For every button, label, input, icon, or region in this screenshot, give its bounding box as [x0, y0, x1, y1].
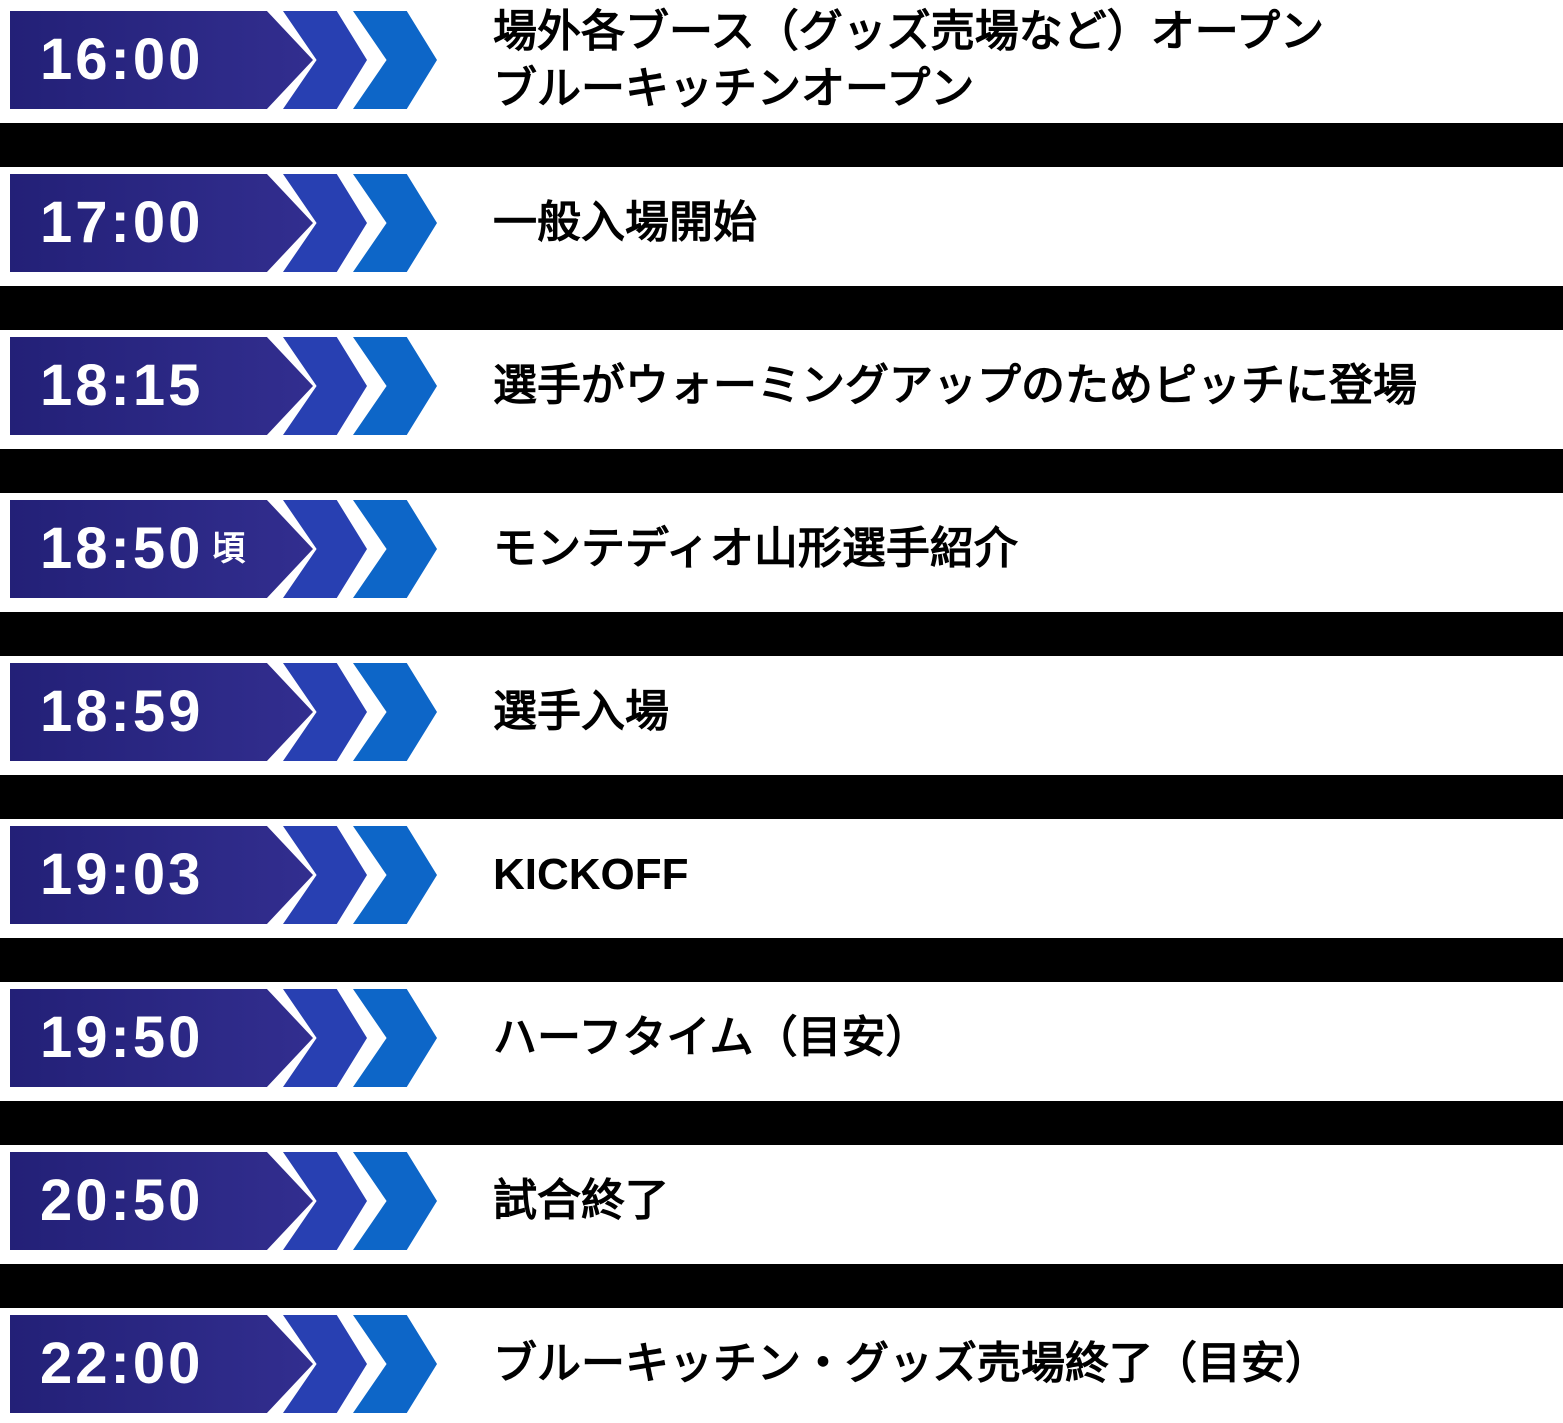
time-label: 18:50	[40, 516, 204, 581]
separator-bar	[0, 1101, 1563, 1145]
time-flag: 18:50 頃	[0, 500, 455, 598]
time-label: 18:59	[40, 679, 204, 744]
time-flag: 16:00	[0, 11, 455, 109]
separator-bar	[0, 775, 1563, 819]
event-line: 場外各ブース（グッズ売場など）オープン	[493, 6, 1325, 56]
event-description: ブルーキッチン・グッズ売場終了（目安）	[493, 1315, 1329, 1413]
time-flag-shape: 20:50	[10, 1152, 313, 1250]
time-label: 20:50	[40, 1168, 204, 1233]
timeline-row: 22:00 ブルーキッチン・グッズ売場終了（目安）	[0, 1315, 1563, 1413]
event-description: モンテディオ山形選手紹介	[493, 500, 1018, 598]
timeline-row: 19:03 KICKOFF	[0, 826, 1563, 924]
event-line: 選手入場	[493, 687, 669, 737]
event-description: 選手入場	[493, 663, 669, 761]
event-line: ブルーキッチンオープン	[493, 64, 975, 113]
time-flag: 19:03	[0, 826, 455, 924]
event-line: モンテディオ山形選手紹介	[493, 524, 1018, 574]
time-label: 22:00	[40, 1331, 204, 1396]
time-flag-shape: 18:50 頃	[10, 500, 313, 598]
separator-bar	[0, 1264, 1563, 1308]
event-line: ハーフタイム（目安）	[493, 1013, 930, 1063]
event-description: 試合終了	[493, 1152, 669, 1250]
event-description: KICKOFF	[493, 826, 689, 924]
time-flag-shape: 19:50	[10, 989, 313, 1087]
time-flag: 22:00	[0, 1315, 455, 1413]
time-flag-shape: 18:59	[10, 663, 313, 761]
event-line: 試合終了	[493, 1176, 669, 1226]
time-flag: 17:00	[0, 174, 455, 272]
time-flag-shape: 18:15	[10, 337, 313, 435]
time-flag: 18:15	[0, 337, 455, 435]
timeline-row: 20:50 試合終了	[0, 1152, 1563, 1250]
event-line: 選手がウォーミングアップのためピッチに登場	[493, 361, 1417, 411]
time-flag-shape: 22:00	[10, 1315, 313, 1413]
event-line: ブルーキッチン・グッズ売場終了（目安）	[493, 1339, 1329, 1389]
time-label: 17:00	[40, 190, 204, 255]
event-description: 選手がウォーミングアップのためピッチに登場	[493, 337, 1417, 435]
separator-bar	[0, 938, 1563, 982]
event-description: ハーフタイム（目安）	[493, 989, 929, 1087]
event-line: KICKOFF	[493, 850, 689, 900]
time-label: 19:50	[40, 1005, 204, 1070]
time-flag: 19:50	[0, 989, 455, 1087]
timeline-row: 18:59 選手入場	[0, 663, 1563, 761]
time-flag: 18:59	[0, 663, 455, 761]
time-suffix-label: 頃	[211, 530, 246, 568]
timeline-row: 16:00 場外各ブース（グッズ売場など）オープン ブルーキッチンオープン	[0, 7, 1563, 113]
time-label: 18:15	[40, 353, 204, 418]
event-description: 一般入場開始	[493, 174, 757, 272]
separator-bar	[0, 449, 1563, 493]
timeline-row: 18:50 頃 モンテディオ山形選手紹介	[0, 500, 1563, 598]
separator-bar	[0, 123, 1563, 167]
timeline-row: 18:15 選手がウォーミングアップのためピッチに登場	[0, 337, 1563, 435]
separator-bar	[0, 612, 1563, 656]
timeline-row: 17:00 一般入場開始	[0, 174, 1563, 272]
event-line: 一般入場開始	[493, 198, 757, 248]
event-description: 場外各ブース（グッズ売場など）オープン ブルーキッチンオープン	[493, 7, 1324, 113]
timeline-row: 19:50 ハーフタイム（目安）	[0, 989, 1563, 1087]
time-flag-shape: 16:00	[10, 11, 313, 109]
time-label: 19:03	[40, 842, 204, 907]
time-flag-shape: 17:00	[10, 174, 313, 272]
time-label: 16:00	[40, 27, 204, 92]
separator-bar	[0, 286, 1563, 330]
time-flag-shape: 19:03	[10, 826, 313, 924]
time-flag: 20:50	[0, 1152, 455, 1250]
